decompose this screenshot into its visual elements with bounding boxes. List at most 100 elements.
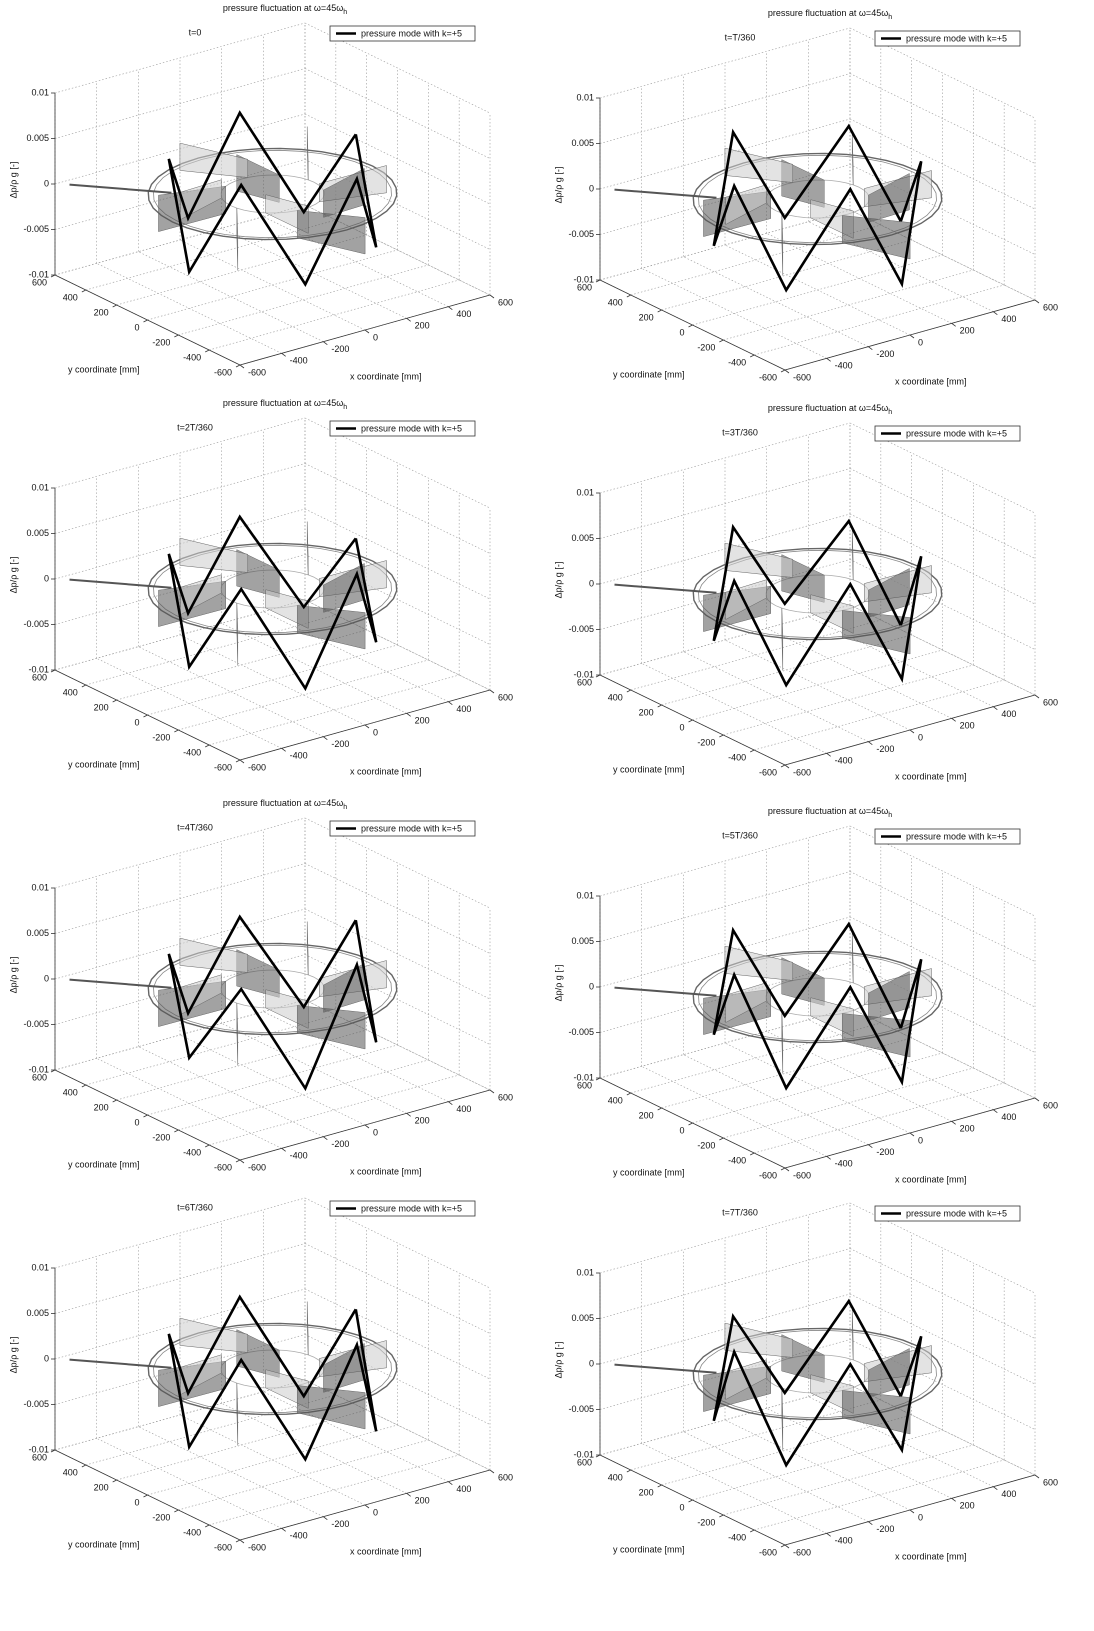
axis-line bbox=[240, 1090, 490, 1160]
y-tick bbox=[719, 1515, 723, 1517]
z-tick-label: -0.01 bbox=[28, 664, 49, 674]
x-tick bbox=[407, 713, 411, 716]
grid-line bbox=[178, 660, 428, 730]
blade-patch bbox=[868, 971, 909, 1020]
title-subscript: h bbox=[888, 812, 892, 819]
x-tick-label: -600 bbox=[248, 367, 266, 377]
grid-line bbox=[754, 1460, 1004, 1530]
y-tick-label: 400 bbox=[608, 297, 623, 307]
legend-label: pressure mode with k=+5 bbox=[361, 28, 462, 38]
blade-patch bbox=[297, 605, 365, 649]
y-axis-label: y coordinate [mm] bbox=[68, 1539, 140, 1549]
y-tick bbox=[174, 1510, 178, 1512]
z-axis-label: Δp/ρ g [-] bbox=[8, 1337, 18, 1374]
x-tick-label: -600 bbox=[248, 1162, 266, 1172]
z-tick-label: 0.005 bbox=[26, 928, 49, 938]
y-tick bbox=[750, 750, 754, 752]
y-tick-label: 400 bbox=[63, 292, 78, 302]
x-tick bbox=[952, 718, 956, 721]
blade-patch bbox=[852, 1307, 853, 1360]
axis-line bbox=[600, 280, 785, 370]
panel: -600-400-2000200400600-600-400-200020040… bbox=[8, 798, 513, 1176]
z-tick-label: 0.01 bbox=[31, 87, 49, 97]
legend-label: pressure mode with k=+5 bbox=[361, 423, 462, 433]
z-tick-label: 0.005 bbox=[571, 533, 594, 543]
legend-label: pressure mode with k=+5 bbox=[906, 831, 1007, 841]
x-tick-label: 200 bbox=[960, 1501, 975, 1511]
title-subscript: h bbox=[343, 9, 347, 16]
grid-line bbox=[148, 1425, 398, 1495]
x-tick bbox=[993, 1110, 997, 1113]
x-tick bbox=[910, 1133, 914, 1136]
blade-patch bbox=[307, 1302, 308, 1355]
x-tick-label: 600 bbox=[498, 297, 513, 307]
z-tick-label: -0.005 bbox=[568, 1027, 594, 1037]
z-tick-label: 0.005 bbox=[26, 133, 49, 143]
y-tick bbox=[750, 1530, 754, 1532]
y-tick bbox=[236, 760, 240, 762]
x-axis-label: x coordinate [mm] bbox=[350, 766, 422, 776]
grid-line bbox=[209, 280, 459, 350]
x-tick bbox=[448, 1482, 452, 1485]
y-tick-label: 400 bbox=[63, 687, 78, 697]
z-tick-label: 0 bbox=[589, 183, 594, 193]
grid-line bbox=[148, 1045, 398, 1115]
z-tick-label: -0.005 bbox=[23, 224, 49, 234]
axis-line bbox=[785, 300, 1035, 370]
blade-patch bbox=[307, 522, 308, 575]
y-tick bbox=[750, 1153, 754, 1155]
panel: -600-400-2000200400600-600-400-200020040… bbox=[553, 403, 1058, 781]
axis-line bbox=[55, 275, 240, 365]
y-tick-label: -200 bbox=[152, 1512, 170, 1522]
axis-line bbox=[600, 1078, 785, 1168]
chart-title: pressure fluctuation at ω=45ωh bbox=[223, 3, 347, 15]
z-tick-label: 0 bbox=[44, 573, 49, 583]
x-tick-label: -400 bbox=[290, 1531, 308, 1541]
grid-line bbox=[138, 252, 323, 342]
x-tick-label: -400 bbox=[290, 751, 308, 761]
panel: -600-400-2000200400600-600-400-200020040… bbox=[553, 1203, 1058, 1561]
y-tick bbox=[750, 355, 754, 357]
x-tick-label: -200 bbox=[331, 739, 349, 749]
y-tick-label: -400 bbox=[728, 357, 746, 367]
x-tick bbox=[993, 312, 997, 315]
y-tick-label: 400 bbox=[63, 1467, 78, 1477]
y-tick bbox=[236, 1160, 240, 1162]
y-tick bbox=[658, 310, 662, 312]
x-tick bbox=[868, 347, 872, 350]
blade-patch bbox=[852, 930, 853, 983]
grid-line bbox=[723, 665, 973, 735]
y-tick bbox=[627, 690, 631, 692]
z-tick-label: 0.01 bbox=[31, 1262, 49, 1272]
x-axis-label: x coordinate [mm] bbox=[895, 1551, 967, 1561]
y-tick-label: -200 bbox=[697, 737, 715, 747]
y-tick-label: -200 bbox=[152, 1132, 170, 1142]
x-tick-label: 400 bbox=[456, 704, 471, 714]
legend-label: pressure mode with k=+5 bbox=[361, 823, 462, 833]
z-tick-label: 0.01 bbox=[31, 882, 49, 892]
x-tick bbox=[993, 1487, 997, 1490]
x-axis-label: x coordinate [mm] bbox=[895, 376, 967, 386]
x-tick bbox=[448, 307, 452, 310]
blade-patch bbox=[237, 603, 238, 665]
y-tick bbox=[236, 365, 240, 367]
x-tick bbox=[827, 358, 831, 361]
y-axis-label: y coordinate [mm] bbox=[68, 364, 140, 374]
y-tick bbox=[113, 1480, 117, 1482]
x-tick-label: 400 bbox=[1001, 314, 1016, 324]
grid-line bbox=[209, 1075, 459, 1145]
x-tick bbox=[1035, 300, 1039, 303]
y-tick-label: -600 bbox=[214, 1542, 232, 1552]
grid-line bbox=[178, 1440, 428, 1510]
x-tick bbox=[240, 760, 244, 763]
x-tick-label: -400 bbox=[835, 361, 853, 371]
z-tick-label: -0.01 bbox=[573, 1449, 594, 1459]
panel: -600-400-2000200400600-600-400-200020040… bbox=[553, 8, 1058, 386]
title-text: pressure fluctuation at ω=45ω bbox=[768, 403, 888, 413]
x-tick-label: -600 bbox=[248, 1542, 266, 1552]
y-tick-label: -600 bbox=[759, 767, 777, 777]
time-annotation: t=T/360 bbox=[725, 32, 756, 42]
axis-line bbox=[240, 295, 490, 365]
y-tick bbox=[113, 700, 117, 702]
x-tick-label: 200 bbox=[960, 326, 975, 336]
